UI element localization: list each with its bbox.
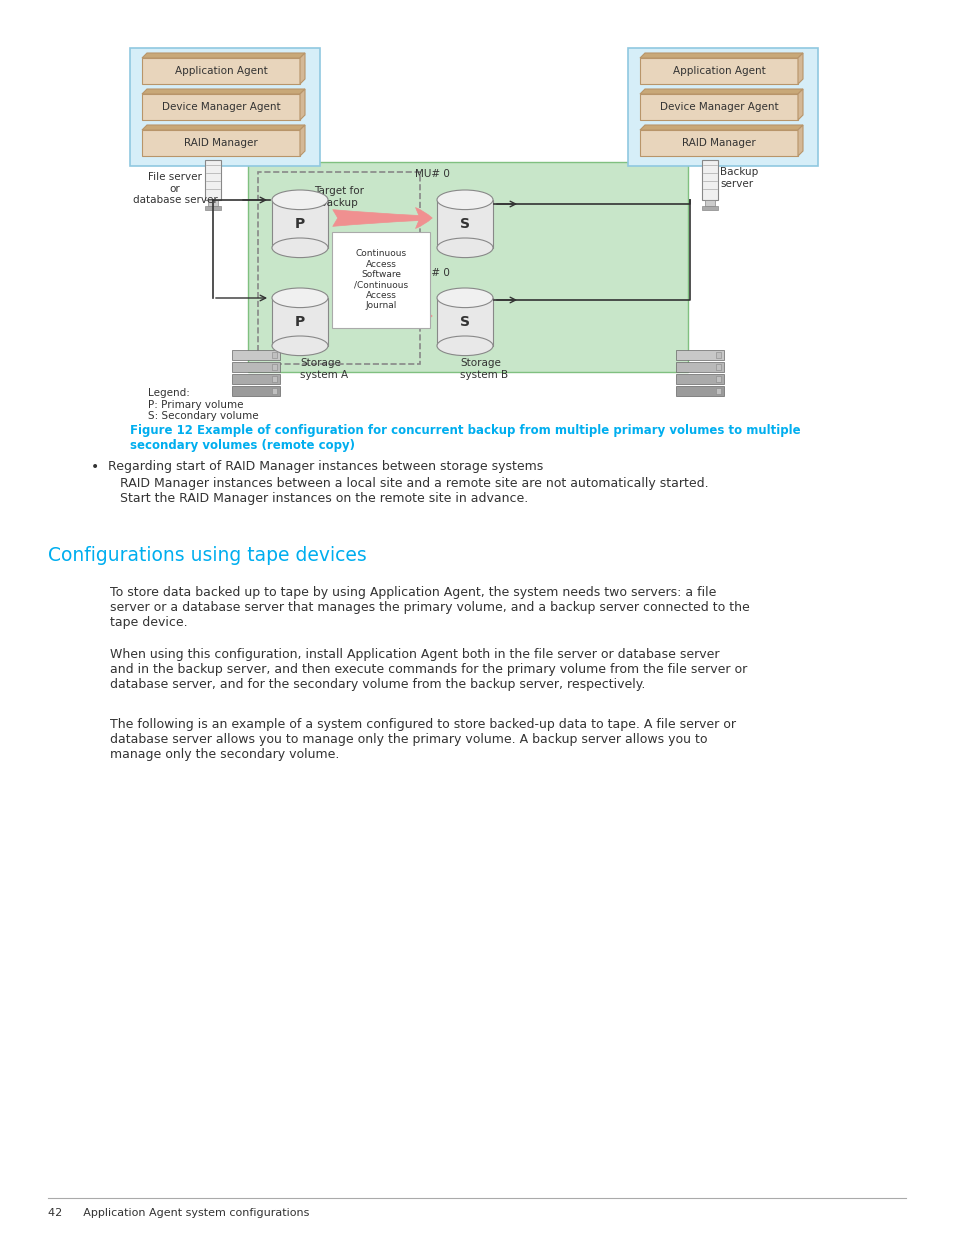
Bar <box>639 94 797 120</box>
Bar <box>716 388 720 394</box>
Bar <box>716 364 720 370</box>
Ellipse shape <box>436 336 493 356</box>
Text: MU# 0: MU# 0 <box>415 268 450 278</box>
Polygon shape <box>797 53 802 84</box>
Bar <box>704 200 714 206</box>
Text: Device Manager Agent: Device Manager Agent <box>161 103 280 112</box>
Bar <box>232 374 280 384</box>
Polygon shape <box>142 89 305 94</box>
Bar <box>272 364 276 370</box>
Polygon shape <box>299 89 305 120</box>
Bar <box>332 232 430 329</box>
Bar <box>272 388 276 394</box>
Bar <box>639 58 797 84</box>
Bar <box>142 130 299 156</box>
Polygon shape <box>797 89 802 120</box>
Text: Continuous
Access
Software
/Continuous
Access
Journal: Continuous Access Software /Continuous A… <box>354 249 408 310</box>
Text: 42      Application Agent system configurations: 42 Application Agent system configuratio… <box>48 1208 309 1218</box>
Text: RAID Manager: RAID Manager <box>681 138 755 148</box>
Text: Application Agent: Application Agent <box>174 65 267 77</box>
Bar <box>208 200 218 206</box>
Bar <box>639 130 797 156</box>
Polygon shape <box>142 53 305 58</box>
Text: Storage
system B: Storage system B <box>459 358 508 379</box>
Text: P: P <box>294 315 305 329</box>
Polygon shape <box>639 53 802 58</box>
Bar <box>142 94 299 120</box>
Bar <box>205 161 221 200</box>
Ellipse shape <box>436 190 493 210</box>
Text: Storage
system A: Storage system A <box>299 358 348 379</box>
Polygon shape <box>299 125 305 156</box>
Bar <box>232 362 280 372</box>
Bar <box>627 48 817 165</box>
Bar <box>676 387 723 396</box>
Bar <box>257 172 419 364</box>
Bar <box>716 375 720 382</box>
Bar <box>272 200 328 248</box>
Bar <box>676 374 723 384</box>
Bar <box>272 298 328 346</box>
Ellipse shape <box>436 238 493 258</box>
Polygon shape <box>299 53 305 84</box>
Ellipse shape <box>272 336 328 356</box>
Polygon shape <box>639 89 802 94</box>
Text: RAID Manager instances between a local site and a remote site are not automatica: RAID Manager instances between a local s… <box>120 477 708 505</box>
Ellipse shape <box>436 288 493 308</box>
Text: When using this configuration, install Application Agent both in the file server: When using this configuration, install A… <box>110 648 746 692</box>
Text: Regarding start of RAID Manager instances between storage systems: Regarding start of RAID Manager instance… <box>108 459 542 473</box>
Bar <box>232 350 280 359</box>
Text: Legend:
P: Primary volume
S: Secondary volume: Legend: P: Primary volume S: Secondary v… <box>148 388 258 421</box>
Polygon shape <box>142 125 305 130</box>
Ellipse shape <box>272 288 328 308</box>
Bar <box>232 387 280 396</box>
Text: Device Manager Agent: Device Manager Agent <box>659 103 778 112</box>
Ellipse shape <box>272 190 328 210</box>
Bar <box>436 200 493 248</box>
Text: S: S <box>459 217 470 231</box>
Text: S: S <box>459 315 470 329</box>
Text: P: P <box>294 217 305 231</box>
Polygon shape <box>639 125 802 130</box>
Text: To store data backed up to tape by using Application Agent, the system needs two: To store data backed up to tape by using… <box>110 585 749 629</box>
Bar <box>436 298 493 346</box>
Bar <box>205 206 221 210</box>
Text: Target for
backup: Target for backup <box>314 186 364 207</box>
Text: •: • <box>91 459 99 474</box>
Text: Application Agent: Application Agent <box>672 65 764 77</box>
Bar <box>716 352 720 358</box>
Text: Figure 12 Example of configuration for concurrent backup from multiple primary v: Figure 12 Example of configuration for c… <box>130 424 800 452</box>
Polygon shape <box>797 125 802 156</box>
Bar <box>701 161 718 200</box>
Bar <box>272 375 276 382</box>
Text: RAID Manager: RAID Manager <box>184 138 257 148</box>
Text: MU# 0: MU# 0 <box>415 169 450 179</box>
Text: The following is an example of a system configured to store backed-up data to ta: The following is an example of a system … <box>110 718 735 761</box>
Bar <box>248 162 687 372</box>
Bar <box>142 58 299 84</box>
Text: Backup
server: Backup server <box>720 167 758 189</box>
Text: Configurations using tape devices: Configurations using tape devices <box>48 546 366 564</box>
Ellipse shape <box>272 238 328 258</box>
Bar <box>130 48 319 165</box>
Bar <box>676 362 723 372</box>
Bar <box>272 352 276 358</box>
Bar <box>676 350 723 359</box>
Text: File server
or
database server: File server or database server <box>132 172 217 205</box>
Bar <box>701 206 718 210</box>
